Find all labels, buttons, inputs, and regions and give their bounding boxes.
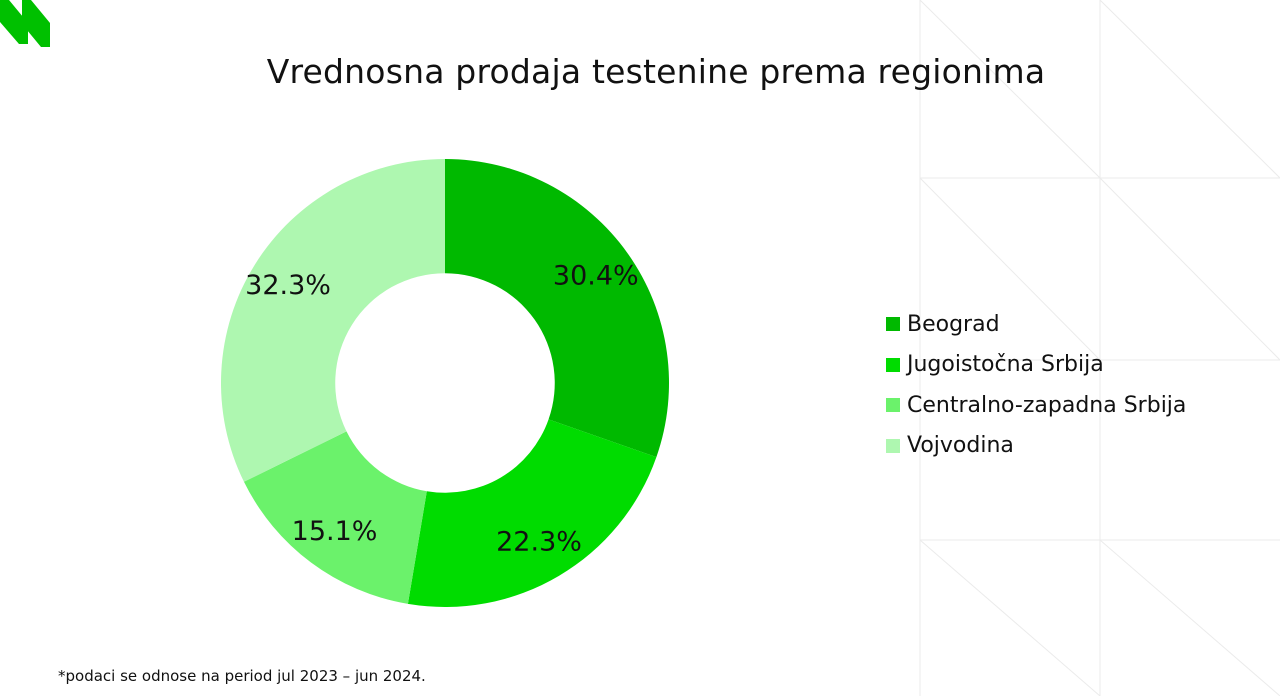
legend-label: Centralno-zapadna Srbija (907, 392, 1187, 418)
legend-swatch (886, 398, 900, 413)
chart-title: Vrednosna prodaja testenine prema region… (266, 52, 1046, 91)
slice-vojvodina (220, 159, 445, 482)
slice-beograd (445, 159, 669, 458)
slice-jugoisto-na-srbija (407, 419, 657, 607)
legend-swatch (886, 438, 900, 453)
legend-item: Beograd (886, 304, 1186, 345)
legend-label: Beograd (907, 311, 1000, 337)
slice-value-label: 15.1% (292, 516, 378, 547)
legend-label: Jugoistočna Srbija (907, 352, 1104, 378)
slice-centralno-zapadna-srbija (243, 431, 427, 604)
logo-stripe-left (0, 0, 28, 44)
legend-item: Centralno-zapadna Srbija (886, 385, 1186, 426)
legend-item: Vojvodina (886, 426, 1186, 467)
legend-swatch (886, 317, 900, 332)
slice-value-label: 22.3% (496, 527, 582, 558)
legend-swatch (886, 357, 900, 372)
brand-logo-icon (0, 0, 50, 47)
slice-value-label: 30.4% (553, 261, 639, 292)
legend-label: Vojvodina (907, 433, 1014, 459)
legend-item: Jugoistočna Srbija (886, 345, 1186, 386)
chart-legend: Beograd Jugoistočna Srbija Centralno-zapad… (886, 304, 1186, 466)
footnote: *podaci se odnose na period jul 2023 – j… (58, 667, 426, 685)
slice-value-label: 32.3% (245, 270, 331, 301)
logo-stripe-right (22, 0, 50, 47)
